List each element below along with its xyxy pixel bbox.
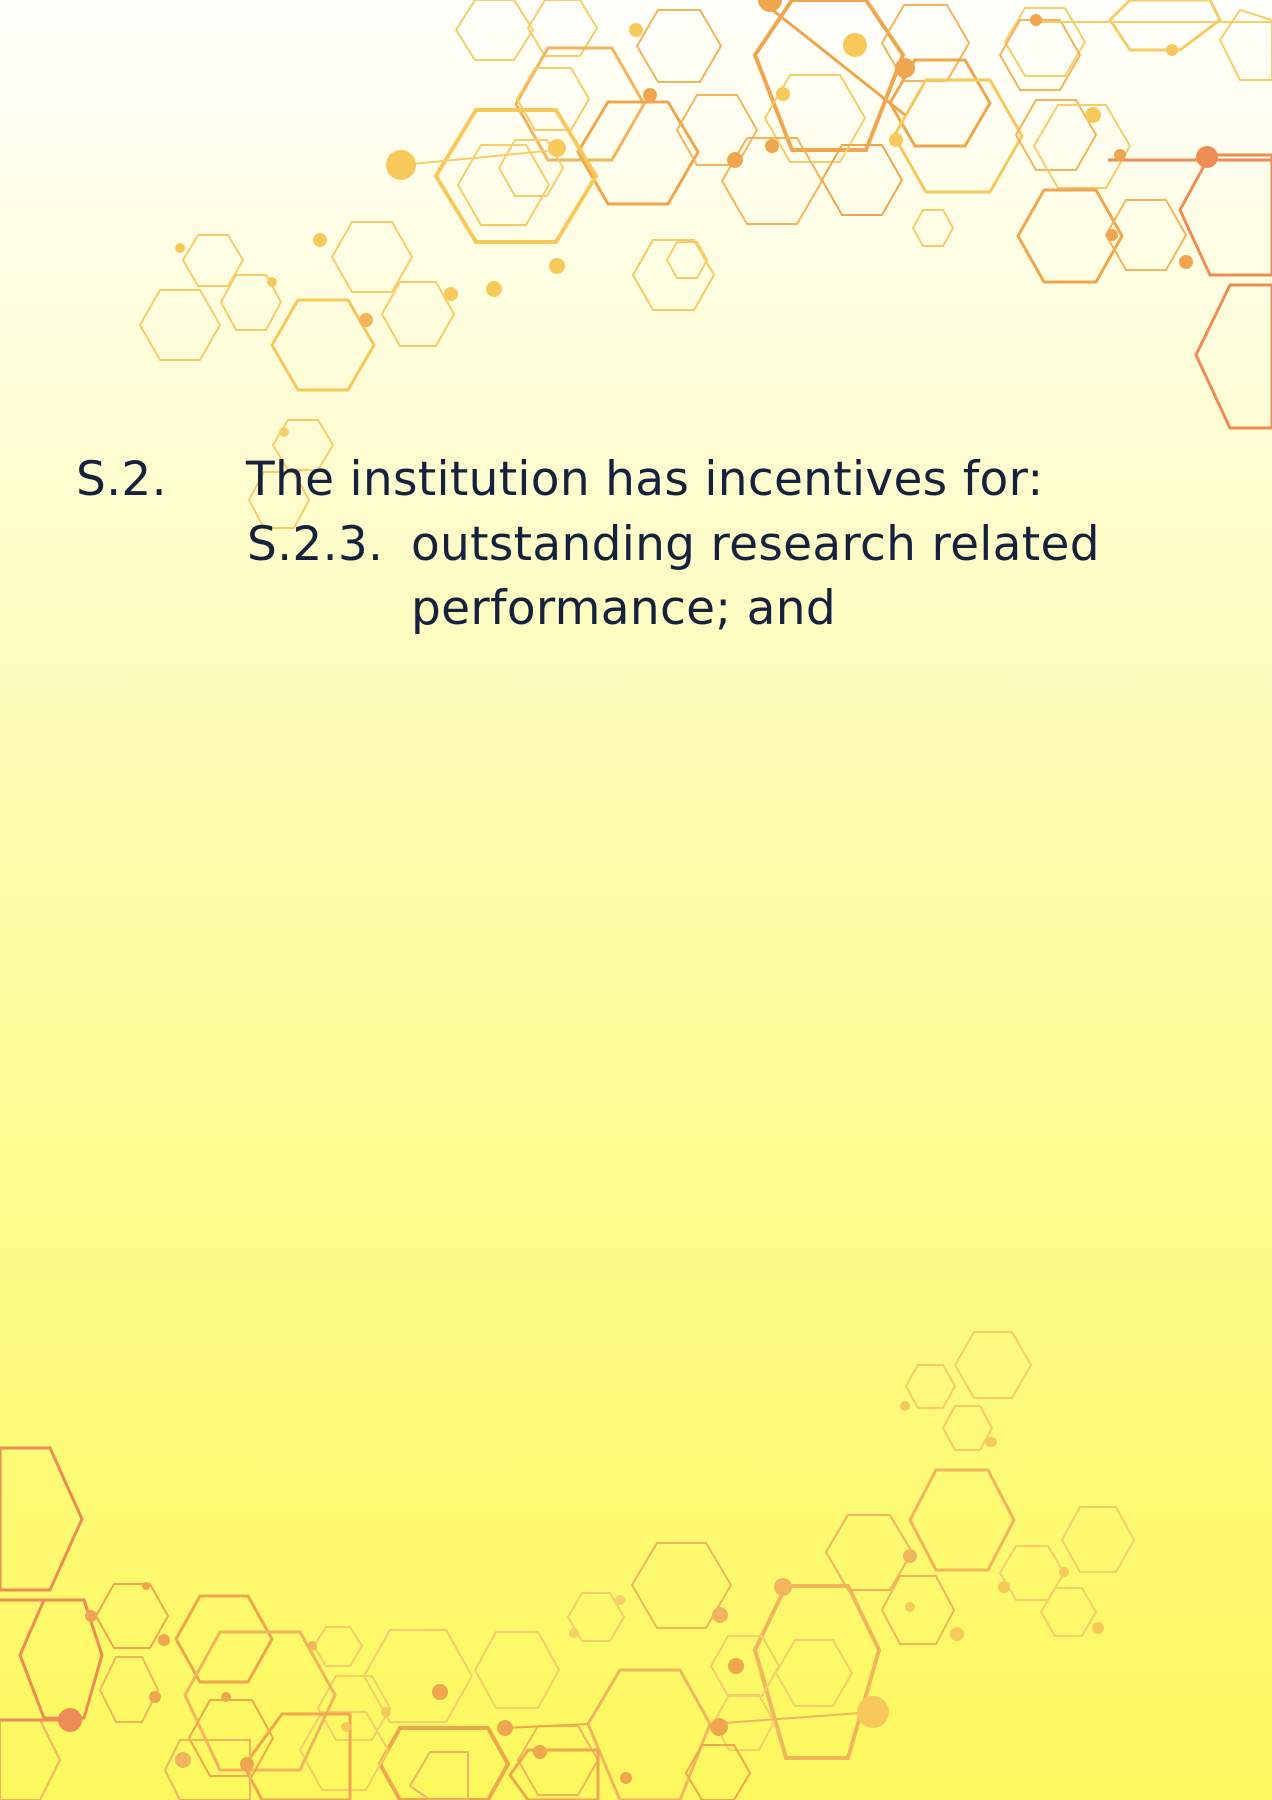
standard-heading: The institution has incentives for: bbox=[246, 452, 1044, 507]
item-number: S.2.3. bbox=[247, 517, 384, 572]
item-text: outstanding research related performance… bbox=[411, 517, 1100, 636]
standard-number: S.2. bbox=[76, 452, 167, 507]
